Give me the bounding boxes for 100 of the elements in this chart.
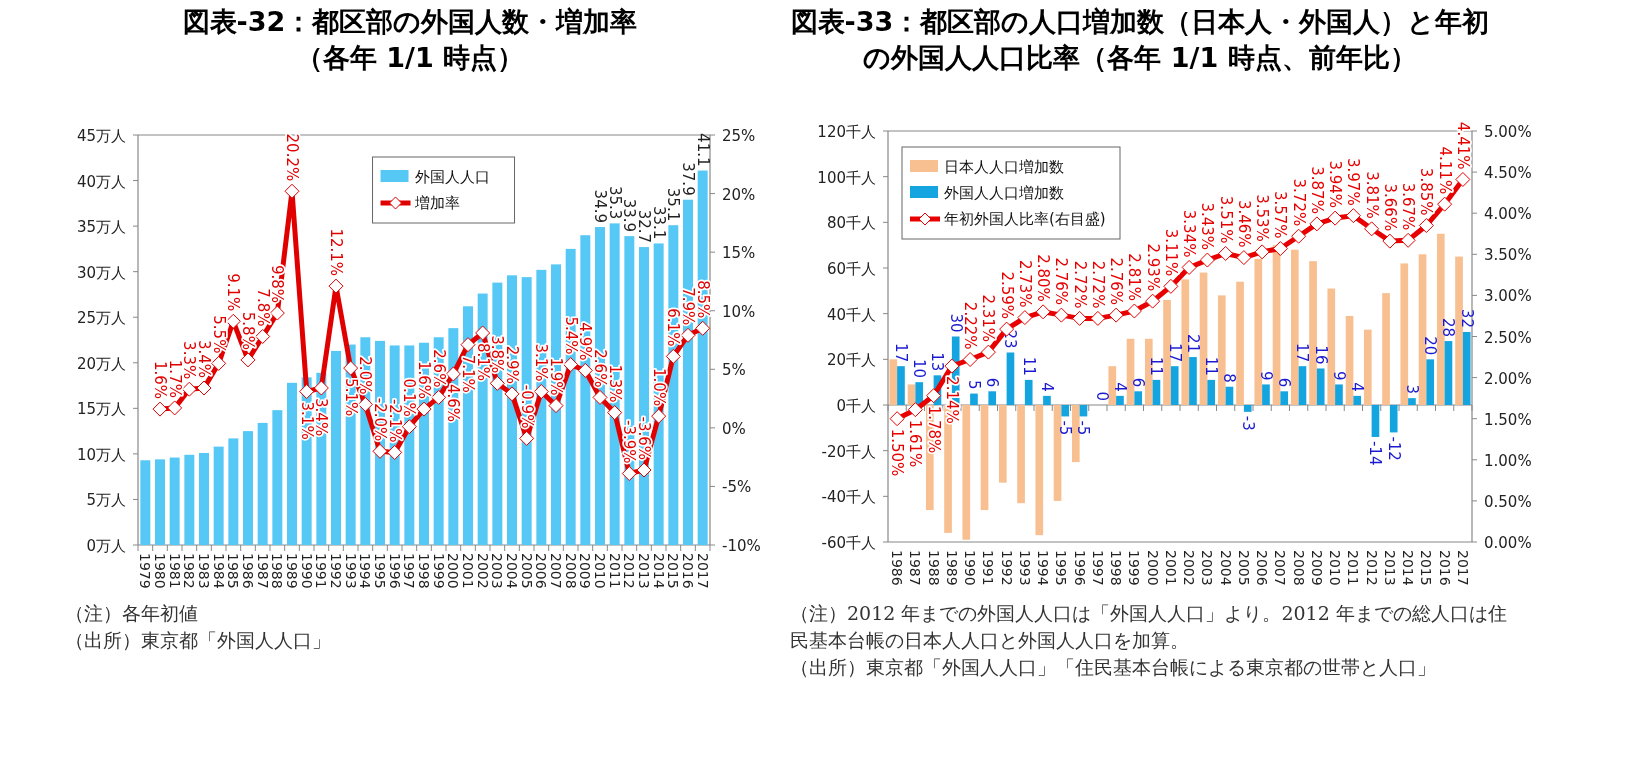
data-label: 9 xyxy=(1329,370,1348,381)
data-label: 10 xyxy=(910,359,929,379)
data-label: -5 xyxy=(1074,420,1093,436)
bar xyxy=(1327,288,1336,405)
x-tick-label: 2014 xyxy=(650,553,667,589)
bar xyxy=(155,459,165,545)
bar xyxy=(1108,366,1117,405)
x-tick-label: 2017 xyxy=(1454,550,1471,586)
bar xyxy=(962,405,971,540)
x-tick-label: 2013 xyxy=(1381,550,1398,586)
data-label: 5.4% xyxy=(561,316,580,355)
point xyxy=(328,278,344,294)
x-tick-label: 2002 xyxy=(474,553,491,589)
bar xyxy=(915,382,924,405)
bar xyxy=(1345,315,1354,405)
chart-title: 図表-33：都区部の人口増加数（日本人・外国人）と年初の外国人人口比率（各年 1/1 時点、前年比） xyxy=(790,5,1490,75)
point xyxy=(1418,218,1434,234)
y-tick-label: 100千人 xyxy=(817,168,876,187)
data-label: 7.1% xyxy=(459,354,477,393)
x-tick-label: 1995 xyxy=(1053,550,1070,586)
point xyxy=(1382,233,1398,249)
y2-tick-label: 0.00% xyxy=(1484,534,1532,552)
x-tick-label: 1996 xyxy=(386,553,403,589)
y2-tick-label: 2.00% xyxy=(1484,369,1532,388)
point xyxy=(357,396,373,412)
bar xyxy=(1181,279,1190,405)
data-label: 3.34% xyxy=(1180,209,1199,258)
data-label: 0 xyxy=(1092,391,1111,401)
data-label: 30 xyxy=(946,313,965,333)
x-tick-label: 1979 xyxy=(137,553,154,589)
data-label: 17 xyxy=(891,343,910,363)
bar xyxy=(1053,405,1062,501)
point xyxy=(504,386,520,402)
point xyxy=(907,402,923,418)
x-tick-label: 1999 xyxy=(1126,550,1143,586)
bar xyxy=(1116,395,1124,405)
point xyxy=(621,466,637,482)
bar xyxy=(1462,331,1471,405)
bar xyxy=(1163,299,1171,405)
x-tick-label: 1980 xyxy=(152,553,168,589)
data-label: 21 xyxy=(1183,333,1202,354)
data-label: 2.76% xyxy=(1052,257,1071,306)
x-tick-label: 2000 xyxy=(445,553,462,589)
x-tick-label: 2004 xyxy=(1217,550,1234,586)
data-label: 3.94% xyxy=(1326,160,1345,209)
x-tick-label: 2012 xyxy=(621,553,638,589)
point xyxy=(665,348,681,364)
x-tick-label: 1986 xyxy=(889,550,906,586)
x-tick-label: 2011 xyxy=(1345,550,1362,586)
data-label: 20.2% xyxy=(283,133,301,182)
point xyxy=(607,405,623,421)
point xyxy=(211,355,227,371)
point xyxy=(1145,293,1161,309)
x-tick-label: 2011 xyxy=(606,553,623,589)
data-label: 8 xyxy=(1220,373,1239,383)
point xyxy=(1126,303,1142,319)
data-label: 3.85% xyxy=(1417,167,1436,216)
x-tick-label: 2008 xyxy=(1290,550,1307,586)
x-tick-label: 2002 xyxy=(1181,550,1198,586)
x-tick-label: 2003 xyxy=(1199,550,1216,586)
data-label: 9.1% xyxy=(224,273,243,312)
data-label: 3.46% xyxy=(1234,199,1253,248)
data-label: -2.0% xyxy=(371,397,389,442)
x-tick-label: 2008 xyxy=(562,553,579,589)
data-label: 37.9 xyxy=(679,162,697,196)
bar xyxy=(1189,357,1197,405)
point xyxy=(255,328,271,344)
x-tick-label: 2001 xyxy=(1162,550,1179,586)
y-tick-label: 40万人 xyxy=(76,172,126,191)
y-tick-label: 15万人 xyxy=(76,400,126,419)
y2-tick-label: 0.50% xyxy=(1484,492,1532,511)
x-tick-label: 2014 xyxy=(1400,550,1417,586)
chart-title: 図表-32：都区部の外国人数・増加率 xyxy=(181,5,639,39)
data-label: 3.51% xyxy=(1216,195,1235,244)
x-tick-label: 1993 xyxy=(1016,550,1033,586)
x-tick-label: 2005 xyxy=(1235,550,1252,586)
x-tick-label: 1984 xyxy=(210,553,227,589)
point xyxy=(577,362,593,378)
bar xyxy=(1071,405,1080,463)
bar xyxy=(1418,254,1427,405)
y-tick-label: 80千人 xyxy=(826,214,876,233)
bar xyxy=(1436,233,1445,405)
bar xyxy=(1353,395,1362,405)
point xyxy=(592,389,608,405)
data-label: 11 xyxy=(1202,356,1221,376)
y2-tick-label: 1.00% xyxy=(1484,451,1532,470)
data-label: 2.80% xyxy=(1034,254,1053,302)
data-label: 16 xyxy=(1311,345,1330,365)
bar xyxy=(897,366,905,405)
point xyxy=(519,430,535,446)
bar xyxy=(184,454,195,545)
point xyxy=(533,384,549,400)
data-label: 2.72% xyxy=(1070,260,1089,309)
point xyxy=(1345,208,1361,224)
point xyxy=(313,380,329,396)
point xyxy=(196,380,212,396)
bar xyxy=(257,422,268,545)
y2-tick-label: 0% xyxy=(722,419,746,438)
bar xyxy=(331,350,341,545)
data-label: 4.11% xyxy=(1435,146,1454,195)
